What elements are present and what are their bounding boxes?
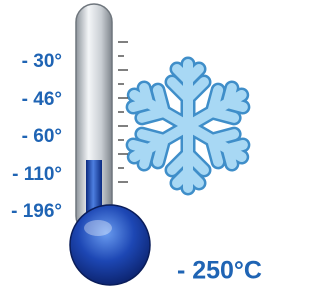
scale-label: - 110° [12,164,62,185]
scale-label: - 60° [22,126,62,147]
illustration: - 30° - 46° - 60° - 110° - 196° - 250°C [0,0,265,295]
scale-label: - 196° [11,201,62,222]
bottom-label: - 250°C [177,257,262,285]
snowflake [126,64,249,188]
scale-label: - 30° [22,51,62,72]
scale-label: - 46° [22,89,62,110]
